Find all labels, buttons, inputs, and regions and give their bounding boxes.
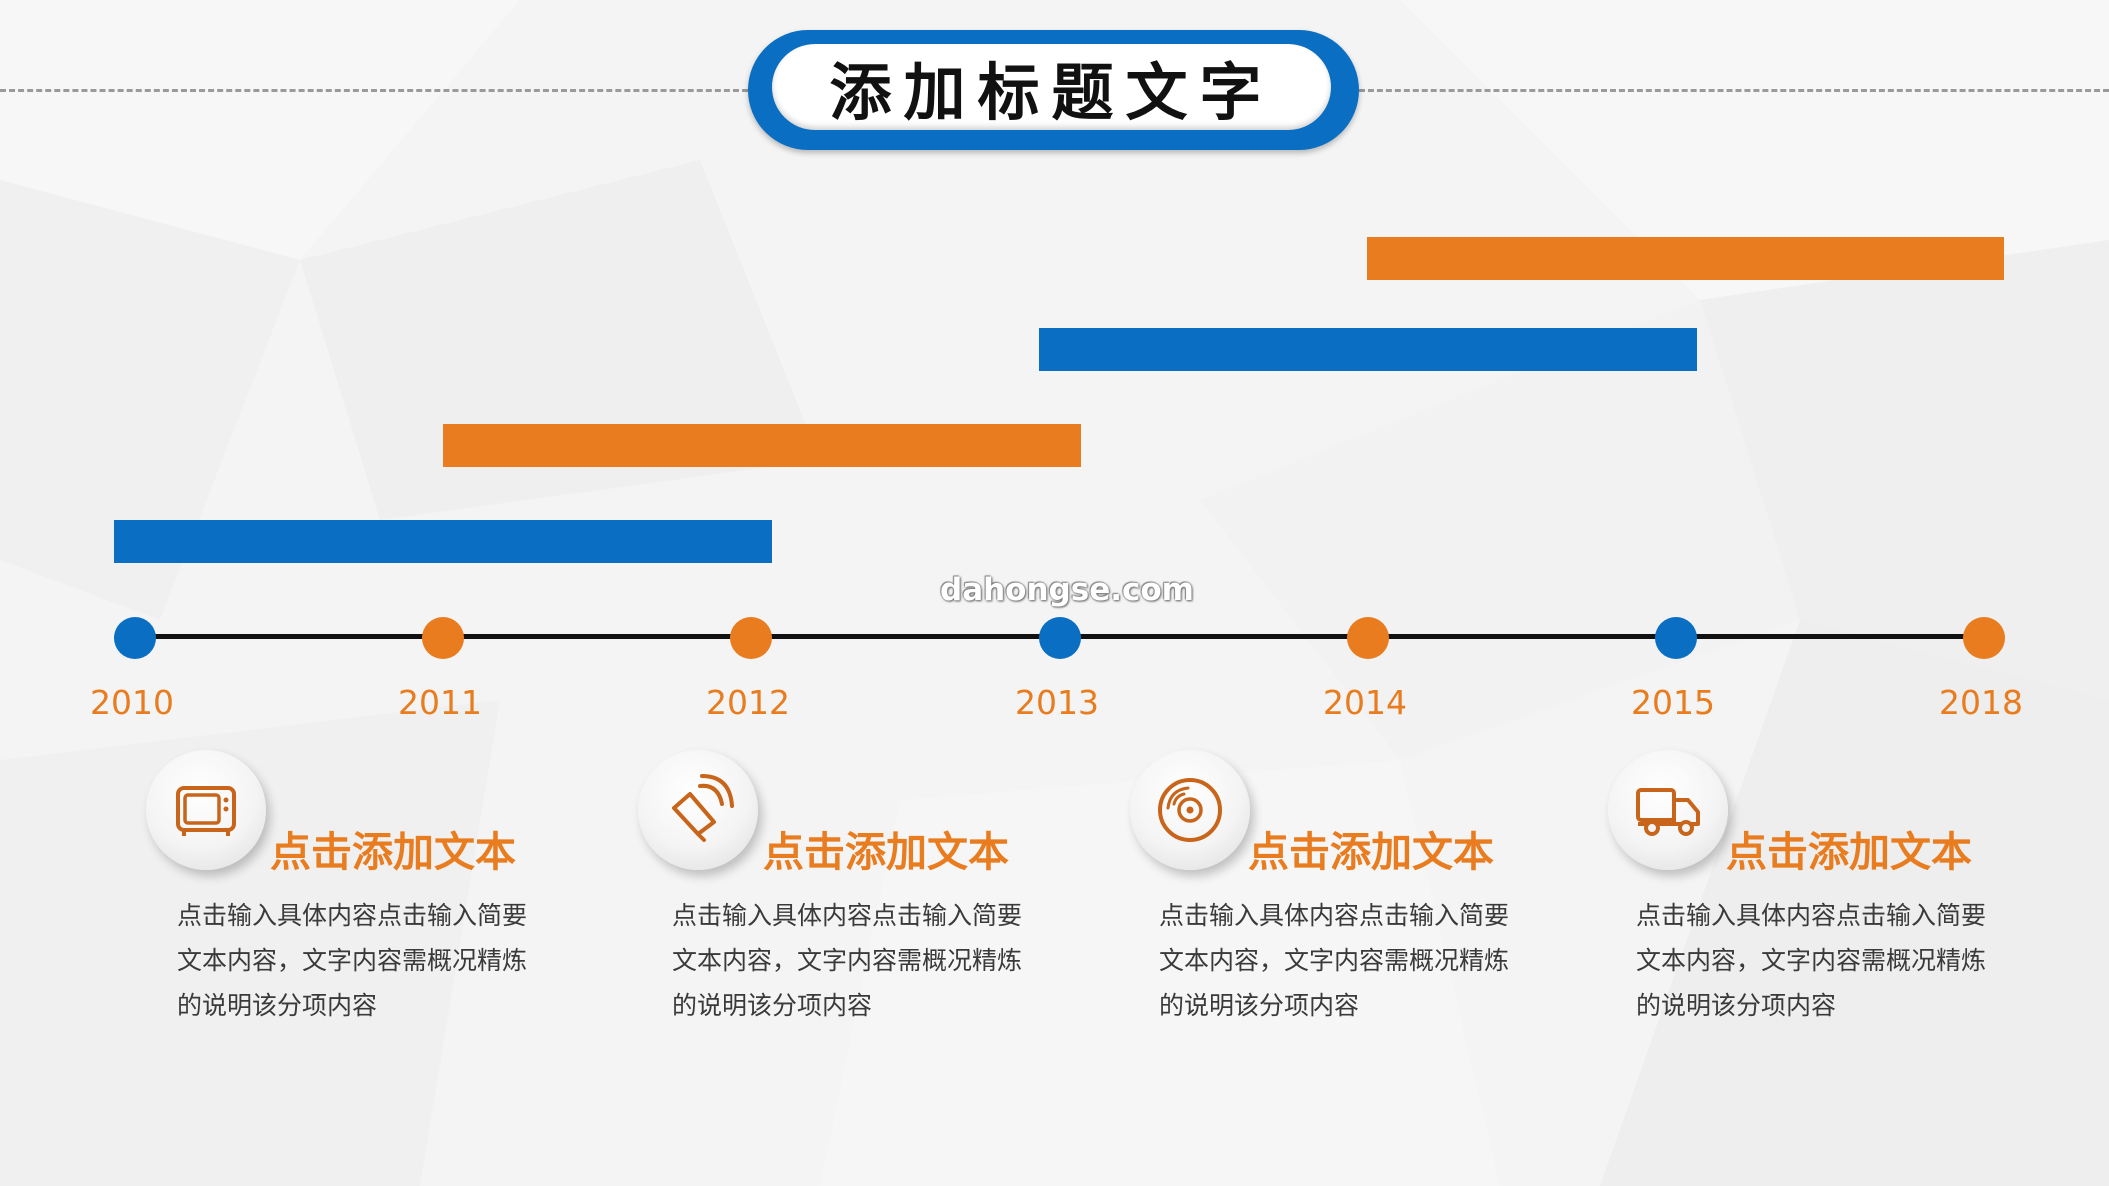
item-desc-line: 文本内容，文字内容需概况精炼 [1636, 946, 1987, 975]
item-desc-line: 的说明该分项内容 [177, 991, 378, 1020]
item-title: 点击添加文本 [1248, 828, 1494, 876]
timeline-bar-4 [1367, 237, 2004, 280]
item-desc-line: 点击输入具体内容点击输入简要 [1636, 901, 1987, 930]
item-desc-line: 的说明该分项内容 [672, 991, 873, 1020]
disc-icon [1158, 778, 1222, 842]
timeline-dot-2015 [1655, 617, 1697, 659]
item-desc-line: 的说明该分项内容 [1636, 991, 1837, 1020]
item-title: 点击添加文本 [763, 828, 1009, 876]
timeline-dot-2018 [1963, 617, 2005, 659]
item-description: 点击输入具体内容点击输入简要 文本内容，文字内容需概况精炼 的说明该分项内容 [1159, 893, 1539, 1028]
timeline-bar-3 [1039, 328, 1697, 371]
item-desc-line: 点击输入具体内容点击输入简要 [1159, 901, 1510, 930]
item-desc-line: 文本内容，文字内容需概况精炼 [177, 946, 528, 975]
item-desc-line: 点击输入具体内容点击输入简要 [672, 901, 1023, 930]
timeline-bar-1 [114, 520, 772, 563]
item-description: 点击输入具体内容点击输入简要 文本内容，文字内容需概况精炼 的说明该分项内容 [672, 893, 1052, 1028]
year-label: 2012 [706, 683, 790, 722]
year-label: 2018 [1939, 683, 2023, 722]
item-icon-circle [1608, 750, 1728, 870]
timeline-dot-2014 [1347, 617, 1389, 659]
timeline-dot-2011 [422, 617, 464, 659]
timeline-dot-2010 [114, 617, 156, 659]
title-inner: 添加标题文字 [772, 44, 1331, 130]
page-title: 添加标题文字 [829, 56, 1274, 129]
timeline-dot-2012 [730, 617, 772, 659]
year-label: 2011 [398, 683, 482, 722]
item-description: 点击输入具体内容点击输入简要 文本内容，文字内容需概况精炼 的说明该分项内容 [1636, 893, 2016, 1028]
item-icon-circle [146, 750, 266, 870]
timeline-bar-2 [443, 424, 1081, 467]
item-icon-circle [638, 750, 758, 870]
item-icon-circle [1130, 750, 1250, 870]
header-dash-right [1359, 89, 2109, 92]
year-label: 2014 [1323, 683, 1407, 722]
timeline-dot-2013 [1039, 617, 1081, 659]
item-desc-line: 点击输入具体内容点击输入简要 [177, 901, 528, 930]
item-desc-line: 文本内容，文字内容需概况精炼 [672, 946, 1023, 975]
tv-icon [176, 786, 236, 836]
watermark: dahongse.com [940, 572, 1194, 608]
item-desc-line: 文本内容，文字内容需概况精炼 [1159, 946, 1510, 975]
item-description: 点击输入具体内容点击输入简要 文本内容，文字内容需概况精炼 的说明该分项内容 [177, 893, 557, 1028]
truck-icon [1636, 788, 1700, 836]
year-label: 2015 [1631, 683, 1715, 722]
item-title: 点击添加文本 [270, 828, 516, 876]
header-dash-left [0, 89, 748, 92]
year-label: 2013 [1015, 683, 1099, 722]
speaker-icon [672, 774, 734, 842]
title-pill: 添加标题文字 [748, 30, 1359, 150]
item-desc-line: 的说明该分项内容 [1159, 991, 1360, 1020]
year-label: 2010 [90, 683, 174, 722]
item-title: 点击添加文本 [1726, 828, 1972, 876]
